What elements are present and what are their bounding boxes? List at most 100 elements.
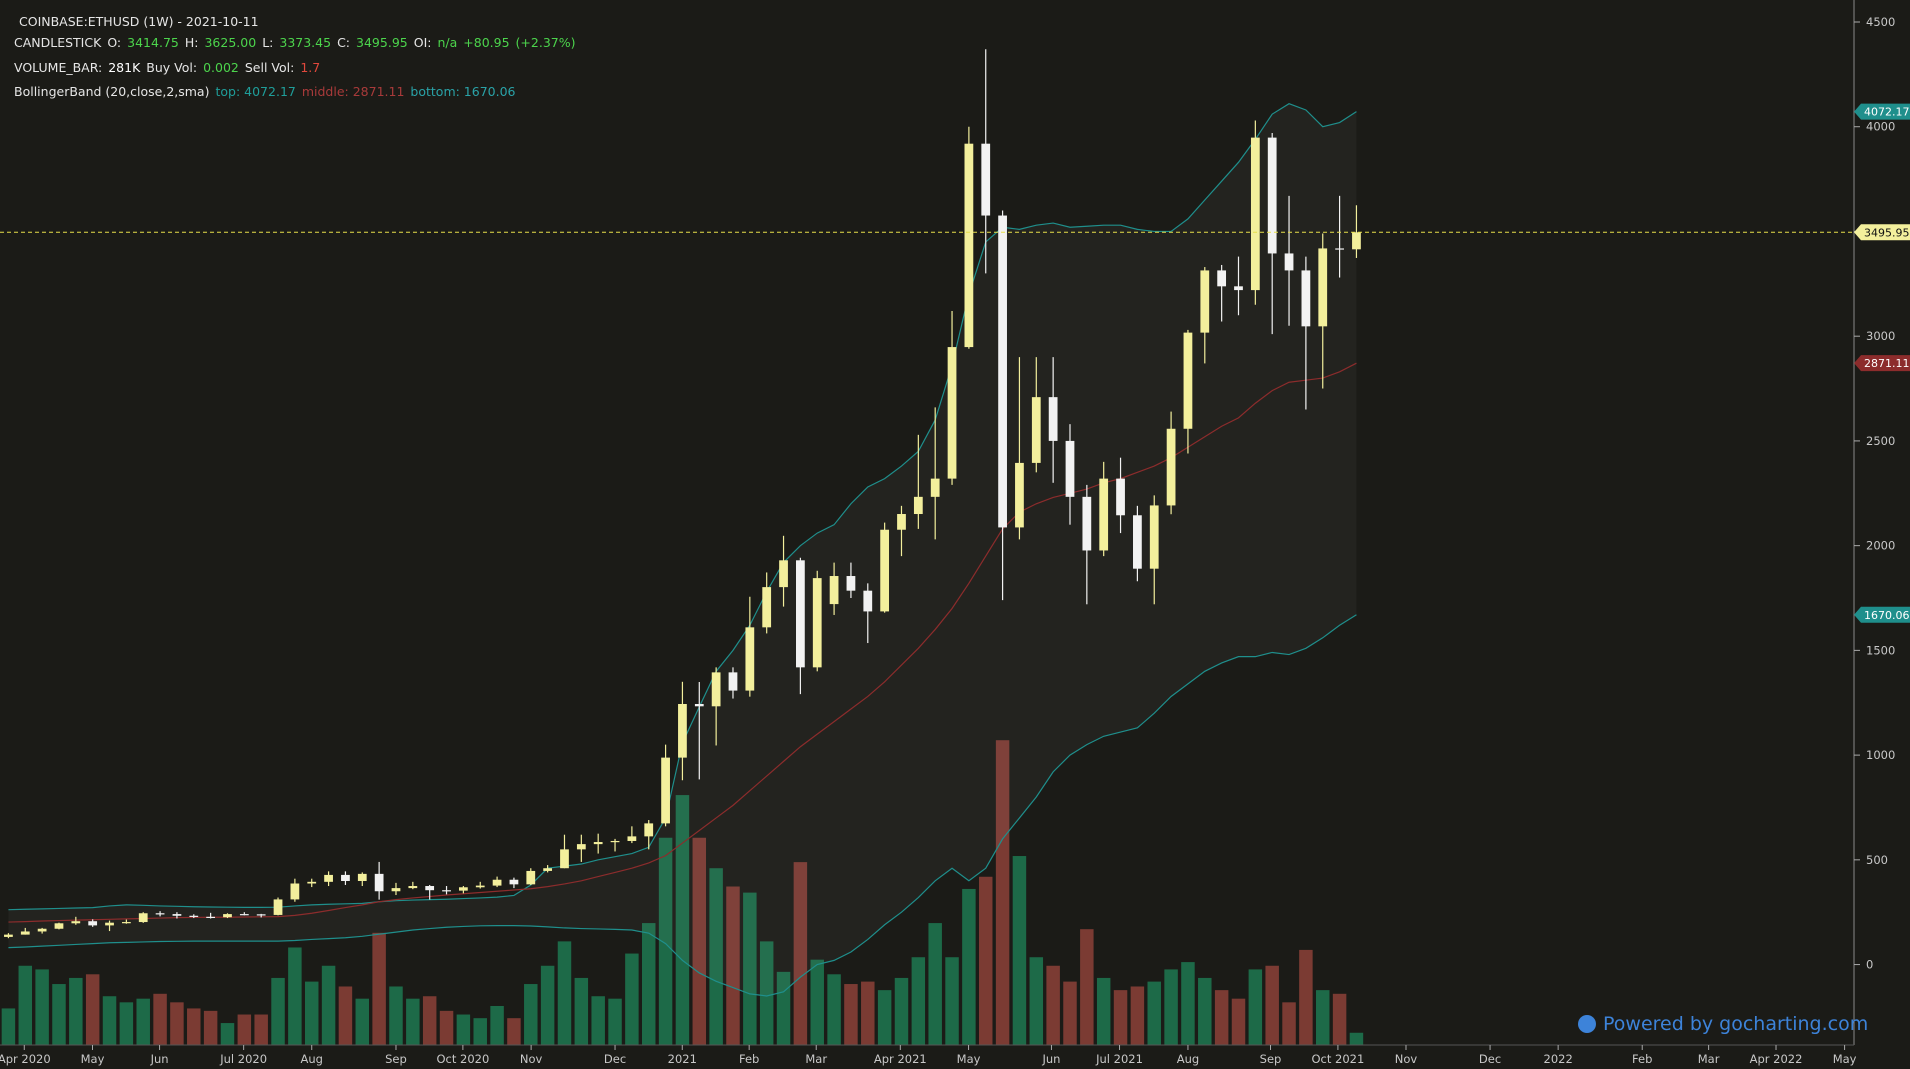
candle-body: [880, 529, 890, 612]
price-tag-label: 4072.17: [1864, 106, 1910, 119]
price-tag: [1854, 355, 1910, 372]
volume-bar: [1299, 949, 1313, 1045]
volume-bar: [422, 996, 437, 1045]
candle-body: [1183, 332, 1193, 429]
volume-bar: [288, 947, 302, 1045]
candle-body: [1133, 515, 1142, 569]
volume-bar: [608, 998, 622, 1045]
x-tick-label: Feb: [1632, 1052, 1652, 1066]
candle-body: [829, 576, 839, 605]
volume-bar: [945, 957, 959, 1045]
legend-text: VOLUME_BAR:: [14, 59, 103, 75]
candle-body: [576, 844, 586, 850]
legend-text: OI:: [413, 35, 432, 50]
legend-text: 3625.00: [204, 35, 257, 50]
volume-bar: [776, 971, 791, 1045]
price-tag: [1854, 103, 1910, 120]
x-tick-label: Feb: [739, 1052, 759, 1066]
candle-body: [1284, 253, 1294, 271]
volume-bar: [978, 876, 993, 1045]
candle-body: [37, 928, 47, 932]
volume-bar: [473, 1018, 487, 1045]
volume-bar: [759, 941, 774, 1045]
legend-text: L:: [262, 35, 274, 50]
chart-title: COINBASE:ETHUSD (1W) - 2021-10-11: [19, 14, 259, 29]
candle-body: [223, 914, 232, 918]
candle-body: [560, 849, 569, 869]
candle-body: [846, 576, 856, 591]
x-tick-label: Dec: [604, 1052, 626, 1066]
volume-bar: [709, 868, 723, 1045]
volume-bar: [85, 974, 100, 1045]
candle-body: [1149, 505, 1159, 569]
candle-body: [1234, 286, 1243, 291]
candle-body: [812, 578, 822, 668]
x-tick-label: Nov: [520, 1052, 543, 1066]
y-tick-label: 1000: [1866, 748, 1895, 762]
volume-bar: [1147, 981, 1161, 1045]
candle-body: [711, 672, 721, 707]
candle-body: [1267, 137, 1277, 254]
candle-body: [1200, 270, 1210, 333]
x-tick-label: Oct 2020: [436, 1052, 489, 1066]
watermark-text: Powered by gocharting.com: [1603, 1013, 1869, 1035]
candle-body: [459, 887, 468, 891]
volume-bar: [372, 932, 386, 1045]
volume-bar: [1316, 990, 1330, 1045]
volume-bar: [1046, 965, 1060, 1045]
candle-body: [593, 842, 603, 845]
candle-body: [71, 921, 81, 924]
candle-body: [54, 923, 64, 929]
x-tick-label: Apr 2020: [0, 1052, 51, 1066]
volume-bar: [591, 996, 605, 1045]
x-tick-label: Oct 2021: [1312, 1052, 1365, 1066]
x-tick-label: May: [1833, 1052, 1857, 1066]
legend-text: 3373.45: [279, 35, 332, 50]
legend-text: middle: 2871.11: [301, 84, 405, 99]
logo-icon: [1578, 1015, 1596, 1033]
candle-body: [105, 922, 114, 926]
candle-body: [661, 757, 670, 824]
x-tick-label: Apr 2021: [874, 1052, 927, 1066]
volume-bar: [1181, 962, 1195, 1045]
volume-bar: [1214, 990, 1229, 1045]
volume-bar: [726, 886, 740, 1045]
y-tick-label: 2500: [1866, 434, 1895, 448]
candle-body: [1301, 270, 1311, 327]
volume-bar: [1063, 981, 1077, 1045]
candle-body: [290, 883, 300, 900]
candle-body: [947, 347, 957, 479]
volume-bar: [962, 888, 976, 1045]
volume-bar: [524, 984, 538, 1045]
candle-body: [913, 496, 923, 515]
candle-body: [425, 886, 435, 891]
volume-bar: [894, 977, 909, 1045]
volume-bar: [692, 837, 707, 1045]
legend-text: 3495.95: [356, 35, 408, 50]
candle-body: [391, 888, 401, 892]
candle-body: [1082, 496, 1092, 551]
candle-body: [374, 873, 384, 892]
candle-body: [728, 672, 738, 691]
candle-body: [897, 514, 906, 530]
x-tick-label: Jun: [150, 1052, 169, 1066]
volume-bar: [1096, 977, 1111, 1045]
volume-bar: [439, 1010, 454, 1045]
band-line: [8, 614, 1357, 997]
volume-bar: [743, 892, 757, 1045]
legend-text: top: 4072.17: [215, 84, 296, 99]
x-tick-label: Aug: [300, 1052, 322, 1066]
volume-bar: [641, 923, 656, 1045]
price-tag: [1854, 606, 1910, 623]
legend-text: +80.95: [463, 35, 510, 50]
volume-bar: [844, 984, 858, 1045]
volume-bar: [220, 1023, 235, 1045]
volume-bar: [1248, 969, 1263, 1045]
volume-bar: [827, 974, 841, 1045]
candle-body: [189, 915, 199, 917]
legend-row: VOLUME_BAR: 281K Buy Vol: 0.002 Sell Vol: 1.7: [14, 56, 581, 81]
legend-text: CANDLESTICK: [14, 35, 102, 50]
legend-row: CANDLESTICK O: 3414.75 H: 3625.00 L: 3373.45 C:…: [14, 31, 581, 56]
volume-bar: [52, 984, 66, 1045]
y-tick-label: 500: [1866, 853, 1888, 867]
